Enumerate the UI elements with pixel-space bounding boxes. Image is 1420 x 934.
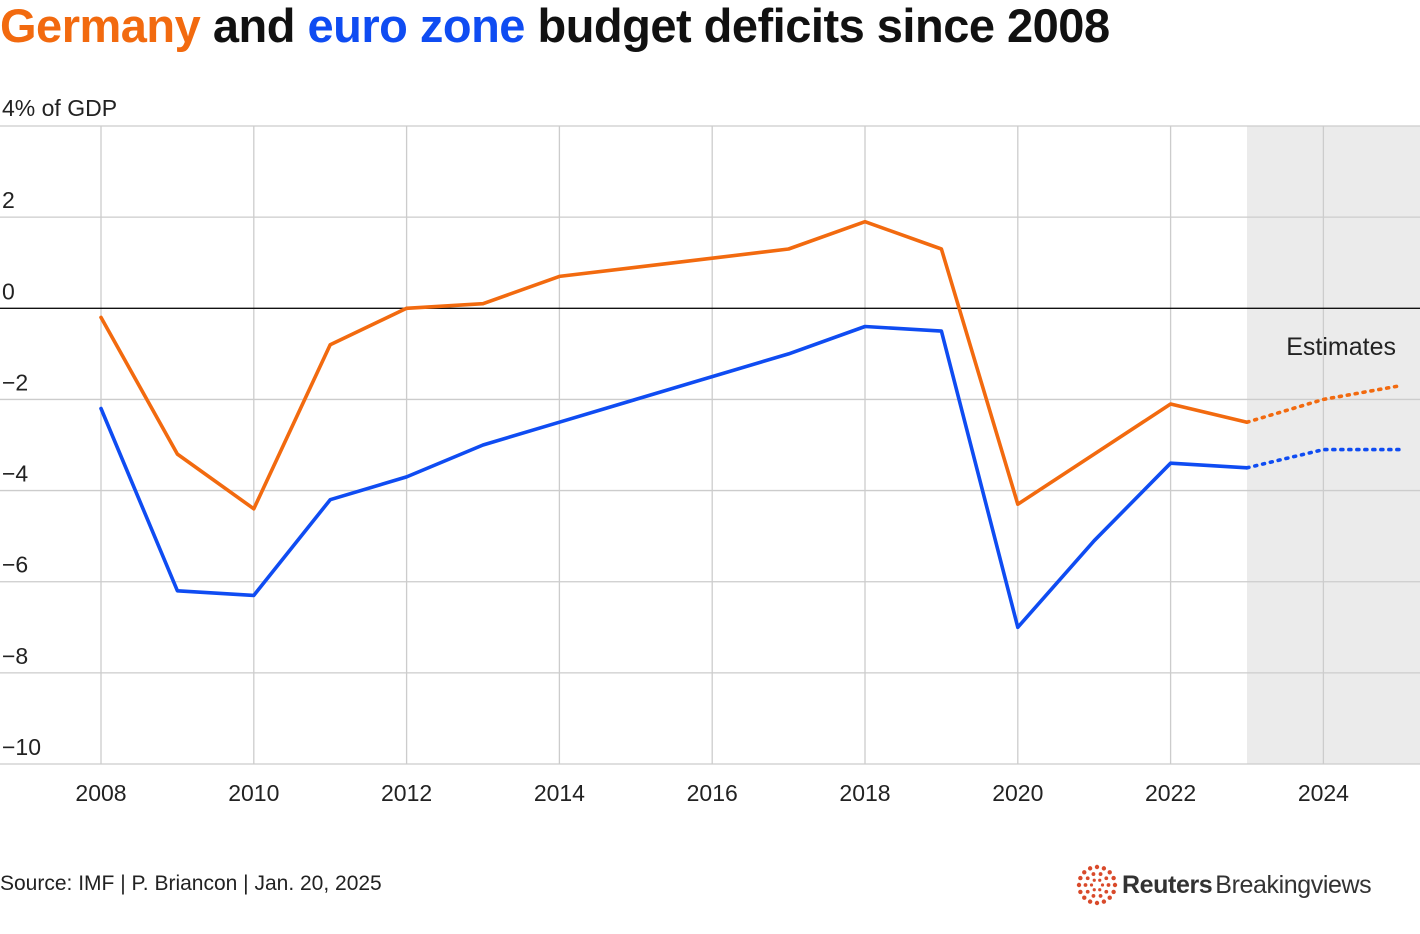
title-germany: Germany bbox=[0, 0, 201, 52]
logo-dot bbox=[1098, 872, 1103, 876]
logo-dot bbox=[1101, 866, 1107, 871]
title-euro-zone: euro zone bbox=[307, 0, 525, 52]
logo-dot bbox=[1101, 899, 1107, 904]
x-tick-label: 2024 bbox=[1298, 780, 1349, 806]
x-tick-label: 2014 bbox=[534, 780, 585, 806]
logo-dot bbox=[1104, 876, 1109, 881]
y-tick-label: 0 bbox=[2, 278, 15, 304]
x-tick-label: 2020 bbox=[992, 780, 1043, 806]
series-estimate-line-germany bbox=[1245, 383, 1402, 425]
y-tick-label: −6 bbox=[2, 552, 28, 578]
estimates-label: Estimates bbox=[1286, 333, 1396, 361]
logo-dot bbox=[1111, 875, 1116, 881]
logo-dot bbox=[1094, 900, 1100, 906]
logo-dot bbox=[1089, 883, 1094, 887]
logo-dot bbox=[1098, 888, 1102, 892]
brand-name-reuters: Reuters bbox=[1122, 870, 1213, 899]
x-tick-label: 2012 bbox=[381, 780, 432, 806]
brand-logo-lockup: Reuters Breakingviews bbox=[1076, 864, 1372, 906]
y-axis-label: 4% of GDP bbox=[2, 95, 117, 121]
series-line-germany bbox=[99, 219, 1249, 511]
logo-dot bbox=[1098, 878, 1102, 882]
logo-dot bbox=[1076, 882, 1082, 888]
title-rest: budget deficits since 2008 bbox=[524, 0, 1110, 52]
logo-dot bbox=[1083, 883, 1088, 887]
y-tick-label: 2 bbox=[2, 187, 15, 213]
logo-dot bbox=[1085, 889, 1090, 894]
logo-dot bbox=[1085, 876, 1090, 881]
estimates-shade bbox=[1247, 126, 1420, 764]
chart-title: Germany and euro zone budget deficits si… bbox=[0, 0, 1110, 52]
title-and: and bbox=[200, 0, 308, 52]
logo-dot bbox=[1087, 866, 1093, 871]
logo-dot bbox=[1100, 883, 1105, 887]
logo-dot bbox=[1091, 872, 1096, 876]
logo-dot bbox=[1107, 895, 1112, 900]
logo-dot bbox=[1078, 875, 1083, 881]
brand-name-breakingviews: Breakingviews bbox=[1215, 870, 1372, 899]
logo-dot bbox=[1082, 895, 1087, 900]
y-tick-label: −2 bbox=[2, 369, 28, 395]
reuters-dots-icon bbox=[1076, 864, 1118, 906]
logo-dot bbox=[1106, 883, 1111, 887]
logo-dot bbox=[1078, 889, 1083, 895]
x-tick-label: 2016 bbox=[687, 780, 738, 806]
x-tick-label: 2010 bbox=[228, 780, 279, 806]
series-line-euro-zone bbox=[99, 324, 1249, 630]
y-tick-label: −10 bbox=[2, 734, 41, 760]
y-tick-label: −8 bbox=[2, 643, 28, 669]
x-tick-label: 2008 bbox=[75, 780, 126, 806]
x-tick-label: 2018 bbox=[839, 780, 890, 806]
logo-dot bbox=[1107, 870, 1112, 875]
logo-dot bbox=[1098, 894, 1103, 898]
x-tick-label: 2022 bbox=[1145, 780, 1196, 806]
logo-dot bbox=[1091, 894, 1096, 898]
series-estimate-line-euro-zone bbox=[1245, 447, 1402, 470]
source-note: Source: IMF | P. Briancon | Jan. 20, 202… bbox=[0, 872, 382, 895]
logo-dot bbox=[1094, 864, 1100, 870]
logo-dot bbox=[1092, 878, 1096, 882]
y-tick-label: −4 bbox=[2, 461, 28, 487]
logo-dot bbox=[1087, 899, 1093, 904]
logo-dot bbox=[1111, 889, 1116, 895]
logo-dot bbox=[1082, 870, 1087, 875]
logo-dot bbox=[1092, 888, 1096, 892]
logo-dot bbox=[1112, 882, 1118, 888]
logo-dot bbox=[1104, 889, 1109, 894]
